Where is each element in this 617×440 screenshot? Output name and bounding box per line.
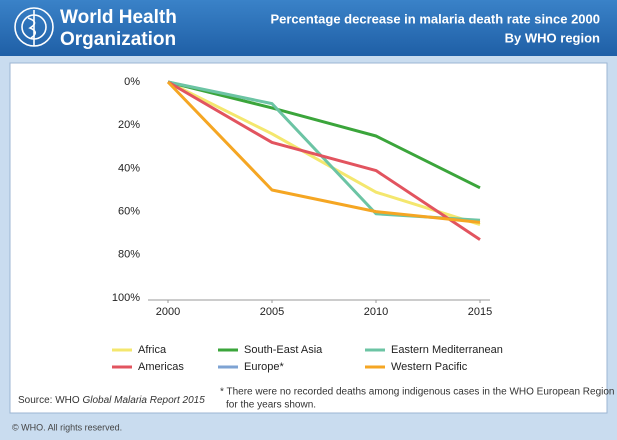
y-tick-label: 0% (124, 76, 140, 88)
y-tick-label: 40% (118, 162, 140, 174)
series-line (167, 80, 481, 190)
footnote: * There were no recorded deaths among in… (220, 387, 615, 398)
legend-label: South-East Asia (244, 344, 323, 356)
y-tick-label: 80% (118, 249, 140, 261)
series-line (167, 80, 481, 241)
series-line (167, 80, 481, 226)
plot: 0% 20% 40% 60% 80% 100% 2000 2005 2010 2015 Africa… (112, 76, 503, 373)
header-band (0, 0, 617, 56)
series-line (166, 80, 481, 224)
legend-label: Eastern Mediterranean (391, 344, 503, 356)
chart-title: Percentage decrease in malaria death rat… (270, 11, 600, 26)
x-tick-label: 2015 (468, 306, 492, 318)
legend-label: Americas (138, 361, 184, 373)
x-tick-label: 2000 (156, 306, 180, 318)
legend-label: Europe* (244, 361, 284, 373)
x-tick-label: 2010 (364, 306, 388, 318)
panel (9, 62, 608, 414)
copyright: © WHO. All rights reserved. (12, 422, 122, 432)
y-tick-label: 100% (112, 292, 140, 304)
org-name: Organization (60, 29, 176, 50)
org-name: World Health (60, 7, 177, 28)
y-tick-label: 60% (118, 206, 140, 218)
who-logo (14, 7, 54, 47)
y-tick-label: 20% (118, 119, 140, 131)
source-text: Source: WHO (18, 395, 82, 406)
chart-subtitle: By WHO region (505, 30, 600, 45)
footnote: for the years shown. (226, 400, 316, 411)
source: Source: WHO Global Malaria Report 2015 (18, 395, 205, 406)
x-tick-label: 2005 (260, 306, 284, 318)
legend-label: Western Pacific (391, 361, 468, 373)
source-title: Global Malaria Report 2015 (82, 395, 205, 406)
legend-label: Africa (138, 344, 167, 356)
